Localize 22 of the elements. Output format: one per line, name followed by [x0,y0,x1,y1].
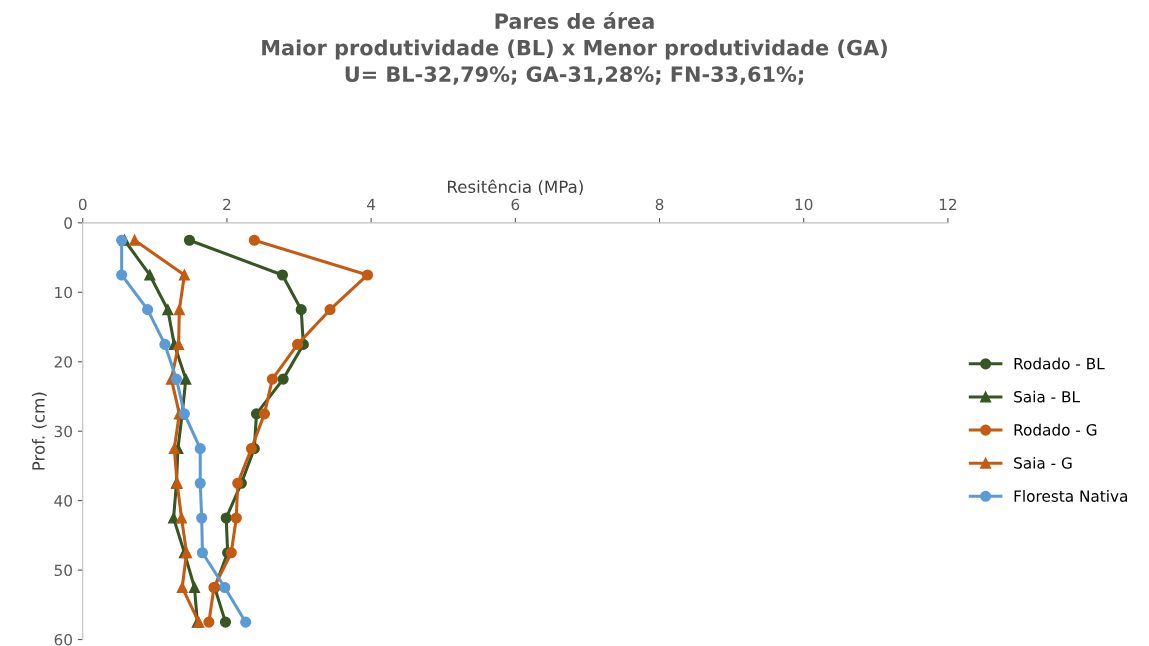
x-tick-label: 4 [367,198,376,210]
y-tick-label: 60 [54,634,72,646]
y-tick-label: 40 [54,495,72,507]
legend-label: Saia - G [1014,456,1072,469]
x-tick-label: 8 [655,198,664,211]
y-tick-label: 20 [54,356,72,368]
x-tick-label: 0 [78,198,87,211]
x-axis-title: Resitência (MPa) [447,179,583,195]
legend-label: Rodado - G [1014,423,1097,436]
y-tick-label: 30 [54,425,72,438]
legend-label: Saia - BL [1014,390,1080,403]
chart-title: Pares de área Maior produtividade (BL) x Menor produtividade (GA) U= BL-32,79%; GA-31,28%; FN-33,61%; [262,12,887,85]
y-tick-label: 10 [55,286,72,299]
x-tick-label: 12 [939,198,957,210]
legend-label: Floresta Nativa [1014,490,1128,502]
y-tick-label: 50 [54,564,72,577]
x-tick-label: 10 [795,198,813,211]
y-tick-label: 0 [64,217,72,229]
x-tick-label: 6 [511,198,520,211]
x-tick-label: 2 [223,198,231,210]
legend-label: Rodado - BL [1014,357,1105,370]
y-axis-title: Prof. (cm) [31,392,47,470]
